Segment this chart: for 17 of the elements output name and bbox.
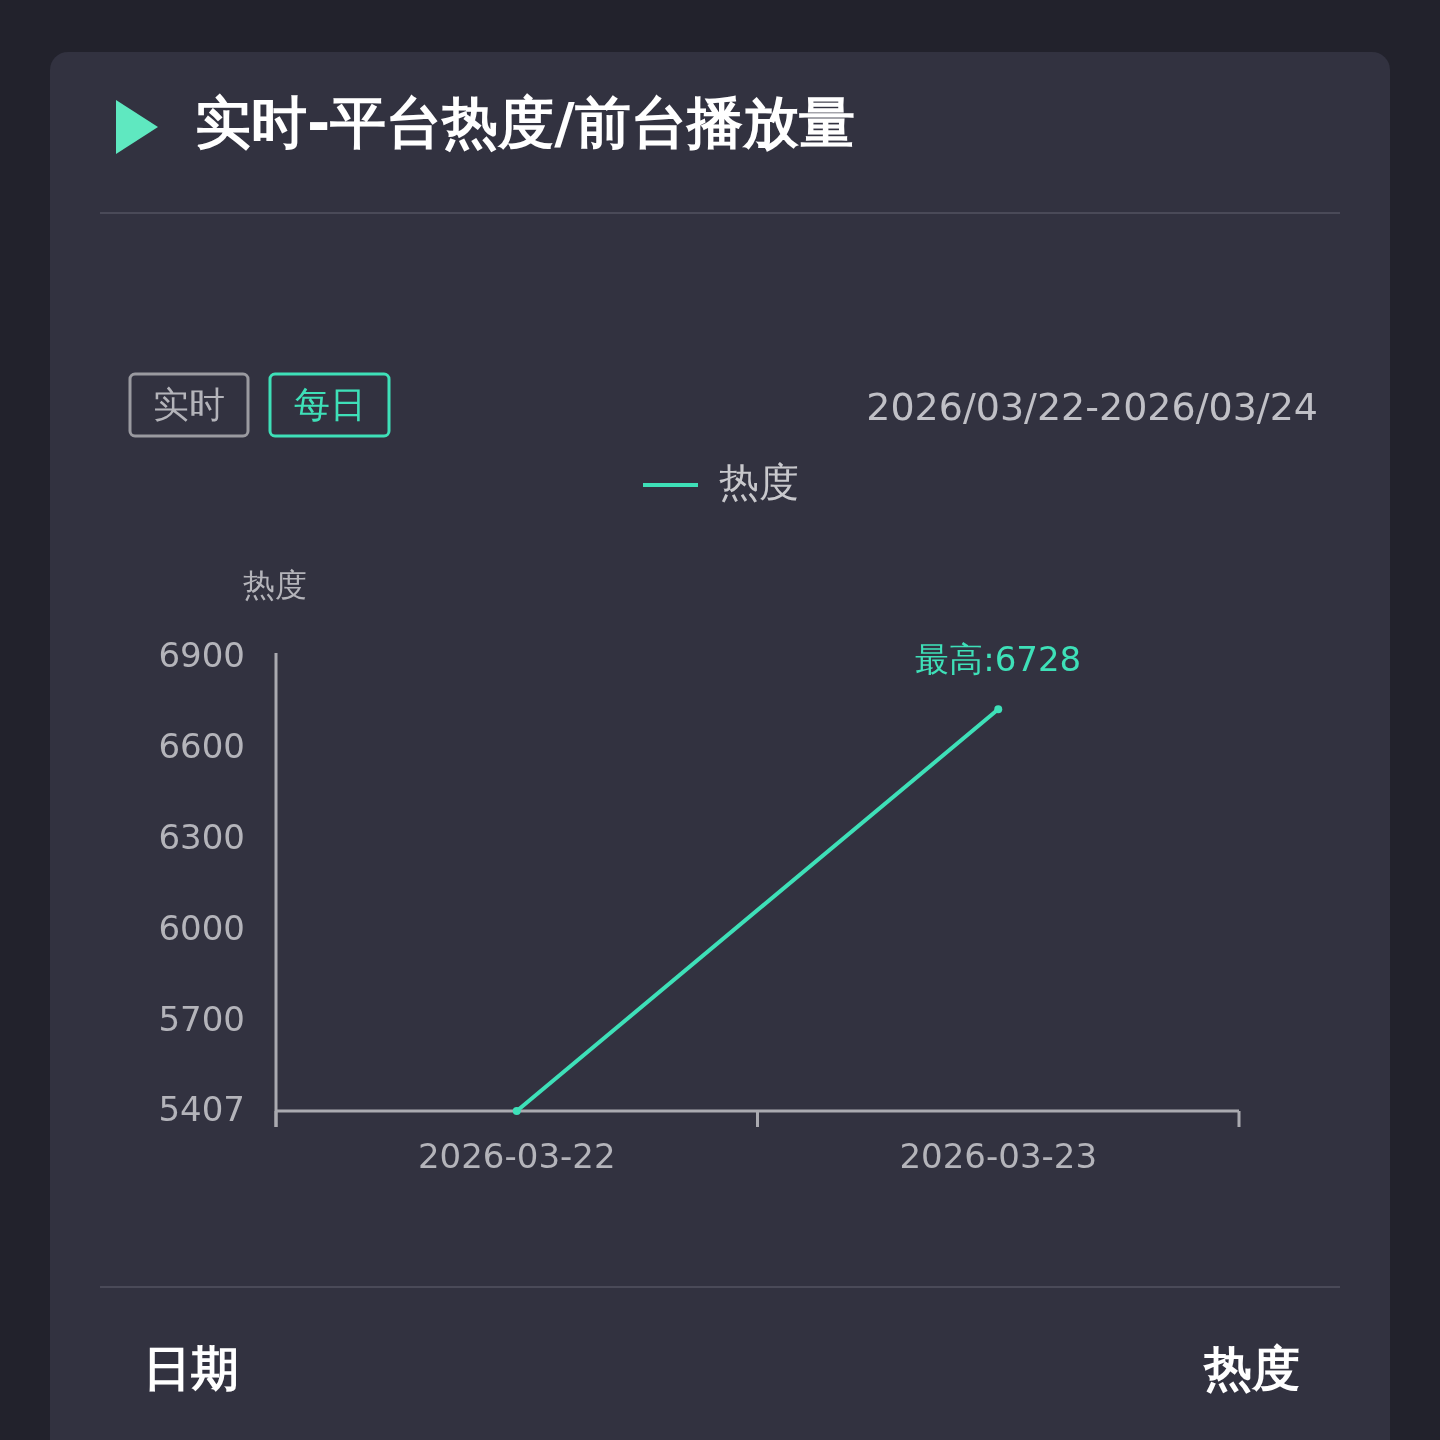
annotation: 实时 [153,384,225,425]
y-tick-label: 6000 [158,908,245,949]
title: 实时-平台热度/前台播放量 [195,90,855,156]
annotation: 每日 [293,384,366,425]
legend-label: 热度 [719,459,799,505]
y-tick-label: 6600 [158,725,245,766]
y-tick-label: 5407 [158,1088,245,1129]
annotation: 最高:6728 [915,638,1082,679]
x-tick-label: 2026-03-22 [417,1135,616,1176]
y-tick-label: 6900 [158,634,245,675]
annotation: 日期 [143,1340,239,1396]
x-tick-label: 2026-03-23 [899,1135,1098,1176]
y-tick-label: 5700 [158,999,245,1040]
annotation: 2026/03/22-2026/03/24 [866,384,1318,429]
annotation: 热度 [1204,1340,1300,1396]
y-tick-label: 6300 [158,816,245,857]
ylabel: 热度 [243,566,307,604]
